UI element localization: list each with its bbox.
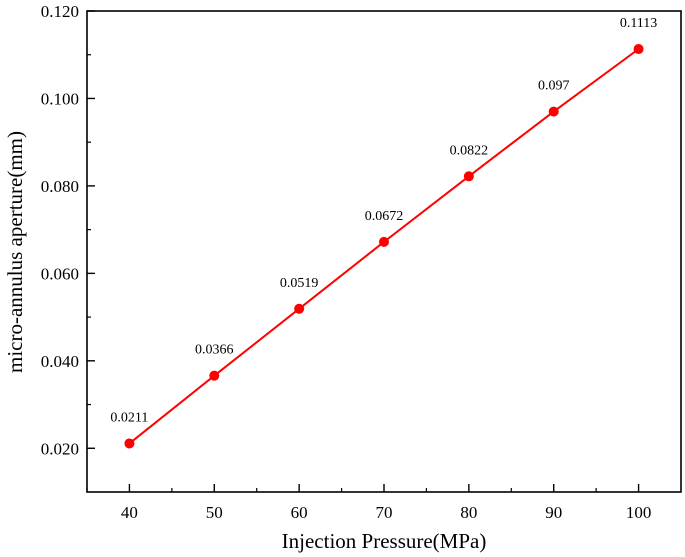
x-tick-label: 80 — [460, 503, 477, 522]
data-point — [209, 370, 220, 381]
data-label: 0.0211 — [110, 410, 148, 425]
x-tick-label: 100 — [626, 503, 652, 522]
x-tick-label: 70 — [376, 503, 393, 522]
x-tick-label: 50 — [206, 503, 223, 522]
data-point — [124, 438, 135, 449]
data-label: 0.0672 — [365, 209, 404, 224]
x-axis-title: Injection Pressure(MPa) — [282, 529, 487, 553]
series-group — [124, 44, 644, 449]
data-label: 0.0822 — [450, 143, 489, 158]
y-tick-label: 0.100 — [41, 89, 79, 108]
data-point — [463, 171, 474, 182]
y-tick-label: 0.120 — [41, 2, 79, 21]
x-axis: 40 50 60 70 80 90 100 — [86, 484, 652, 522]
data-point — [379, 236, 389, 247]
y-tick-label: 0.060 — [41, 264, 79, 283]
data-label: 0.0366 — [195, 343, 234, 358]
data-label: 0.0519 — [280, 276, 319, 291]
data-label: 0.097 — [538, 79, 570, 94]
data-point — [294, 303, 305, 314]
y-tick-label: 0.020 — [41, 439, 79, 458]
data-point — [633, 44, 644, 55]
x-tick-label: 40 — [121, 503, 138, 522]
data-labels: 0.0211 0.0366 0.0519 0.0672 0.0822 0.097 0.111… — [110, 16, 657, 425]
data-label: 0.1113 — [620, 16, 657, 31]
y-axis-title: micro-annulus aperture(mm) — [3, 131, 27, 373]
x-tick-label: 60 — [291, 503, 308, 522]
x-tick-label: 90 — [545, 503, 562, 522]
y-tick-label: 0.080 — [41, 177, 79, 196]
y-tick-label: 0.040 — [41, 352, 79, 371]
y-axis: 0.020 0.040 0.060 0.080 0.100 0.120 — [41, 2, 95, 458]
data-point — [548, 106, 559, 117]
